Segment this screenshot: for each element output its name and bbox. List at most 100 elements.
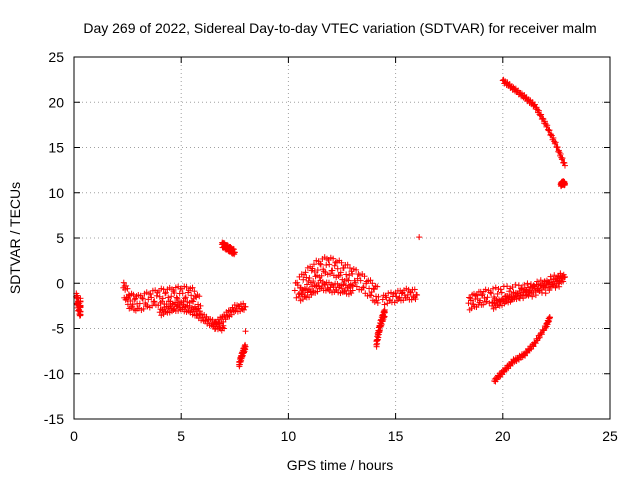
data-point xyxy=(311,268,318,275)
data-point xyxy=(352,279,359,286)
data-point xyxy=(524,280,531,287)
data-point xyxy=(188,292,195,299)
data-point xyxy=(179,290,186,297)
data-point xyxy=(221,325,228,332)
data-point xyxy=(411,286,418,293)
data-point xyxy=(168,293,175,300)
data-point xyxy=(151,298,158,305)
data-point xyxy=(529,293,536,300)
data-point xyxy=(498,289,505,296)
data-point xyxy=(189,284,196,291)
data-point xyxy=(541,118,548,125)
data-point xyxy=(538,111,545,118)
x-tick-label: 10 xyxy=(281,428,297,444)
data-point xyxy=(506,288,513,295)
y-tick-label: 25 xyxy=(48,49,64,65)
data-point xyxy=(156,293,163,300)
data-point xyxy=(561,159,568,166)
data-point xyxy=(544,122,551,129)
data-point xyxy=(492,284,499,291)
data-point xyxy=(381,301,388,308)
data-point xyxy=(468,305,475,312)
data-point xyxy=(374,299,381,306)
data-point xyxy=(310,261,317,268)
data-point xyxy=(337,269,344,276)
data-point xyxy=(242,343,249,350)
data-point xyxy=(300,276,307,283)
y-tick-label: 5 xyxy=(56,230,64,246)
y-tick-label: -10 xyxy=(44,366,64,382)
data-point xyxy=(339,285,345,292)
data-point xyxy=(345,277,352,284)
data-point xyxy=(367,277,374,284)
y-tick-label: 20 xyxy=(48,94,64,110)
data-point xyxy=(145,296,152,303)
data-point xyxy=(359,284,366,291)
data-point xyxy=(557,277,564,284)
data-point xyxy=(371,286,378,293)
data-point xyxy=(173,294,180,301)
data-point xyxy=(139,295,146,302)
data-point xyxy=(375,293,382,300)
data-point xyxy=(338,259,345,266)
data-point xyxy=(546,127,553,134)
data-point xyxy=(349,287,356,294)
data-point xyxy=(191,288,198,295)
data-point xyxy=(561,162,568,169)
data-point xyxy=(414,292,421,299)
data-point xyxy=(361,273,368,280)
data-point xyxy=(131,296,138,303)
grid-lines xyxy=(74,57,610,419)
y-axis-label: SDTVAR / TECUs xyxy=(7,182,23,294)
data-point xyxy=(482,286,489,293)
data-point xyxy=(344,261,351,268)
data-point xyxy=(317,261,324,268)
data-point xyxy=(159,295,166,302)
data-point xyxy=(412,296,419,303)
y-tick-label: -5 xyxy=(52,321,65,337)
data-point xyxy=(182,294,189,301)
data-point xyxy=(150,298,157,305)
data-point xyxy=(171,289,178,296)
data-point xyxy=(228,311,235,318)
data-point xyxy=(374,283,381,290)
data-point xyxy=(77,304,84,311)
data-point xyxy=(398,290,405,297)
data-point xyxy=(368,292,375,299)
data-point xyxy=(318,272,325,279)
data-points xyxy=(73,76,568,385)
data-point xyxy=(488,290,495,297)
data-point xyxy=(329,267,336,274)
y-tick-label: 15 xyxy=(48,140,64,156)
data-point xyxy=(536,334,543,341)
data-point xyxy=(293,294,300,301)
data-point xyxy=(558,156,565,163)
data-point xyxy=(560,278,567,285)
data-point xyxy=(369,280,376,287)
data-point xyxy=(509,284,516,291)
data-point xyxy=(309,265,316,272)
data-point xyxy=(162,290,169,297)
data-point xyxy=(561,273,568,280)
chart-title: Day 269 of 2022, Sidereal Day-to-day VTE… xyxy=(83,20,596,36)
data-point xyxy=(481,295,488,302)
data-point xyxy=(479,291,486,298)
data-point xyxy=(147,291,154,298)
data-point xyxy=(124,285,131,292)
data-point xyxy=(559,155,566,162)
data-point xyxy=(477,297,484,304)
data-point xyxy=(346,272,353,279)
data-point xyxy=(561,180,568,187)
data-point xyxy=(123,282,130,289)
data-point xyxy=(77,298,84,305)
data-point xyxy=(496,373,503,380)
data-point xyxy=(314,267,321,274)
data-point xyxy=(515,282,522,289)
data-point xyxy=(139,294,146,301)
x-tick-label: 20 xyxy=(495,428,511,444)
data-point xyxy=(302,269,309,276)
data-point xyxy=(296,293,303,300)
data-point xyxy=(310,278,317,285)
